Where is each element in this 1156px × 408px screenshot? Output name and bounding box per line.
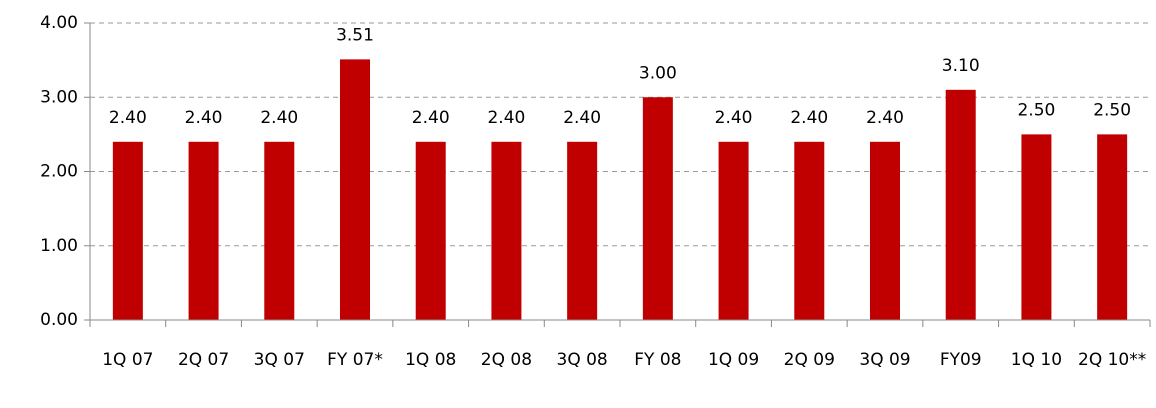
y-tick-label: 0.00 xyxy=(40,310,78,330)
x-tick-label: 2Q 09 xyxy=(784,350,835,370)
x-tick-label: 2Q 07 xyxy=(178,350,229,370)
value-label: 2.40 xyxy=(563,108,601,128)
value-label: 2.40 xyxy=(109,108,147,128)
x-tick-label: FY09 xyxy=(940,350,982,370)
value-label: 2.40 xyxy=(260,108,298,128)
bar xyxy=(945,89,976,320)
x-tick-label: 3Q 07 xyxy=(254,350,305,370)
x-tick-label: 1Q 10 xyxy=(1011,350,1062,370)
y-tick-label: 4.00 xyxy=(40,13,78,33)
bar xyxy=(1021,134,1052,320)
value-label: 3.00 xyxy=(639,63,677,83)
value-label: 2.50 xyxy=(1017,100,1055,120)
bar xyxy=(794,141,825,320)
bar xyxy=(491,141,522,320)
value-label: 2.40 xyxy=(185,108,223,128)
value-label: 2.40 xyxy=(790,108,828,128)
value-label: 2.40 xyxy=(715,108,753,128)
bar xyxy=(567,141,598,320)
x-tick-label: 1Q 07 xyxy=(102,350,153,370)
x-tick-label: FY 07* xyxy=(327,350,383,370)
y-tick-label: 2.00 xyxy=(40,162,78,182)
bar xyxy=(870,141,900,320)
bar xyxy=(340,59,370,320)
bar xyxy=(642,97,673,320)
bar xyxy=(1097,134,1128,320)
bar xyxy=(112,141,143,320)
value-label: 2.40 xyxy=(866,108,904,128)
x-tick-label: 2Q 08 xyxy=(481,350,532,370)
y-tick-label: 3.00 xyxy=(40,87,78,107)
bar xyxy=(415,141,446,320)
value-label: 2.50 xyxy=(1093,100,1131,120)
value-label: 2.40 xyxy=(487,108,525,128)
x-tick-label: 1Q 08 xyxy=(405,350,456,370)
value-label: 3.10 xyxy=(942,56,980,76)
value-label: 2.40 xyxy=(412,108,450,128)
bar xyxy=(188,141,219,320)
bar xyxy=(264,141,295,320)
y-tick-label: 1.00 xyxy=(40,236,78,256)
x-tick-label: 2Q 10** xyxy=(1078,350,1146,370)
x-tick-label: 3Q 08 xyxy=(557,350,608,370)
x-tick-label: 1Q 09 xyxy=(708,350,759,370)
x-tick-label: 3Q 09 xyxy=(859,350,910,370)
value-label: 3.51 xyxy=(336,25,374,45)
x-tick-label: FY 08 xyxy=(634,350,681,370)
bar xyxy=(718,141,749,320)
